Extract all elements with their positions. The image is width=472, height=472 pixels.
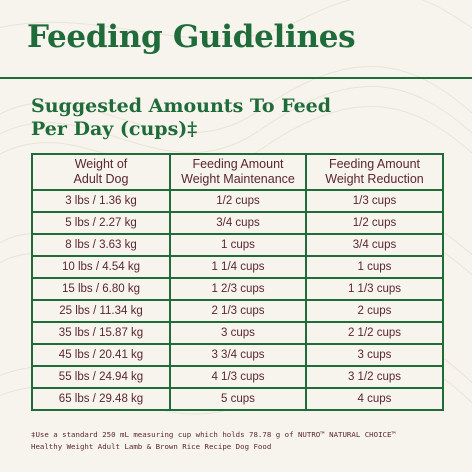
title-divider <box>0 77 472 79</box>
subtitle-line-2: Per Day (cups)‡ <box>31 118 198 140</box>
cell-reduction: 1/2 cups <box>305 211 444 235</box>
cell-weight: 8 lbs / 3.63 kg <box>31 233 171 257</box>
table-row: 3 lbs / 1.36 kg 1/2 cups 1/3 cups <box>31 189 444 213</box>
table-subtitle: Suggested Amounts To Feed Per Day (cups)… <box>31 95 451 141</box>
cell-maintenance: 3 3/4 cups <box>169 343 307 367</box>
table-row: 15 lbs / 6.80 kg 1 2/3 cups 1 1/3 cups <box>31 277 444 301</box>
cell-maintenance: 2 1/3 cups <box>169 299 307 323</box>
subtitle-line-1: Suggested Amounts To Feed <box>31 95 332 117</box>
cell-weight: 10 lbs / 4.54 kg <box>31 255 171 279</box>
header-weight-line-2: Adult Dog <box>73 172 129 186</box>
header-maintenance-line-2: Weight Maintenance <box>181 172 295 186</box>
header-weight-line-1: Weight of <box>74 157 128 171</box>
table-row: 35 lbs / 15.87 kg 3 cups 2 1/2 cups <box>31 321 444 345</box>
footnote-line-2: Healthy Weight Adult Lamb & Brown Rice R… <box>31 442 272 451</box>
cell-reduction: 2 1/2 cups <box>305 321 444 345</box>
cell-maintenance: 5 cups <box>169 387 307 411</box>
cell-reduction: 2 cups <box>305 299 444 323</box>
header-weight: Weight of Adult Dog <box>31 153 171 191</box>
cell-reduction: 1 1/3 cups <box>305 277 444 301</box>
table-row: 8 lbs / 3.63 kg 1 cups 3/4 cups <box>31 233 444 257</box>
cell-reduction: 1/3 cups <box>305 189 444 213</box>
table-header-row: Weight of Adult Dog Feeding Amount Weigh… <box>31 153 444 191</box>
cell-weight: 3 lbs / 1.36 kg <box>31 189 171 213</box>
cell-maintenance: 1 cups <box>169 233 307 257</box>
cell-reduction: 1 cups <box>305 255 444 279</box>
cell-weight: 5 lbs / 2.27 kg <box>31 211 171 235</box>
cell-weight: 25 lbs / 11.34 kg <box>31 299 171 323</box>
cell-maintenance: 1 1/4 cups <box>169 255 307 279</box>
table-row: 5 lbs / 2.27 kg 3/4 cups 1/2 cups <box>31 211 444 235</box>
feeding-table: Weight of Adult Dog Feeding Amount Weigh… <box>31 153 444 411</box>
header-reduction-line-1: Feeding Amount <box>328 157 421 171</box>
cell-reduction: 4 cups <box>305 387 444 411</box>
footnote: ‡Use a standard 250 mL measuring cup whi… <box>31 429 461 453</box>
table-row: 55 lbs / 24.94 kg 4 1/3 cups 3 1/2 cups <box>31 365 444 389</box>
cell-weight: 35 lbs / 15.87 kg <box>31 321 171 345</box>
table-row: 65 lbs / 29.48 kg 5 cups 4 cups <box>31 387 444 411</box>
cell-weight: 45 lbs / 20.41 kg <box>31 343 171 367</box>
table-row: 10 lbs / 4.54 kg 1 1/4 cups 1 cups <box>31 255 444 279</box>
cell-maintenance: 1 2/3 cups <box>169 277 307 301</box>
header-reduction-line-2: Weight Reduction <box>325 172 424 186</box>
header-maintenance: Feeding Amount Weight Maintenance <box>169 153 307 191</box>
cell-weight: 55 lbs / 24.94 kg <box>31 365 171 389</box>
cell-maintenance: 3 cups <box>169 321 307 345</box>
table-row: 45 lbs / 20.41 kg 3 3/4 cups 3 cups <box>31 343 444 367</box>
footnote-line-1: ‡Use a standard 250 mL measuring cup whi… <box>31 430 396 439</box>
cell-maintenance: 3/4 cups <box>169 211 307 235</box>
cell-reduction: 3 1/2 cups <box>305 365 444 389</box>
header-maintenance-line-1: Feeding Amount <box>192 157 284 171</box>
cell-maintenance: 4 1/3 cups <box>169 365 307 389</box>
cell-reduction: 3/4 cups <box>305 233 444 257</box>
table-row: 25 lbs / 11.34 kg 2 1/3 cups 2 cups <box>31 299 444 323</box>
page-title: Feeding Guidelines <box>27 19 356 55</box>
cell-reduction: 3 cups <box>305 343 444 367</box>
cell-maintenance: 1/2 cups <box>169 189 307 213</box>
cell-weight: 15 lbs / 6.80 kg <box>31 277 171 301</box>
cell-weight: 65 lbs / 29.48 kg <box>31 387 171 411</box>
header-reduction: Feeding Amount Weight Reduction <box>305 153 444 191</box>
